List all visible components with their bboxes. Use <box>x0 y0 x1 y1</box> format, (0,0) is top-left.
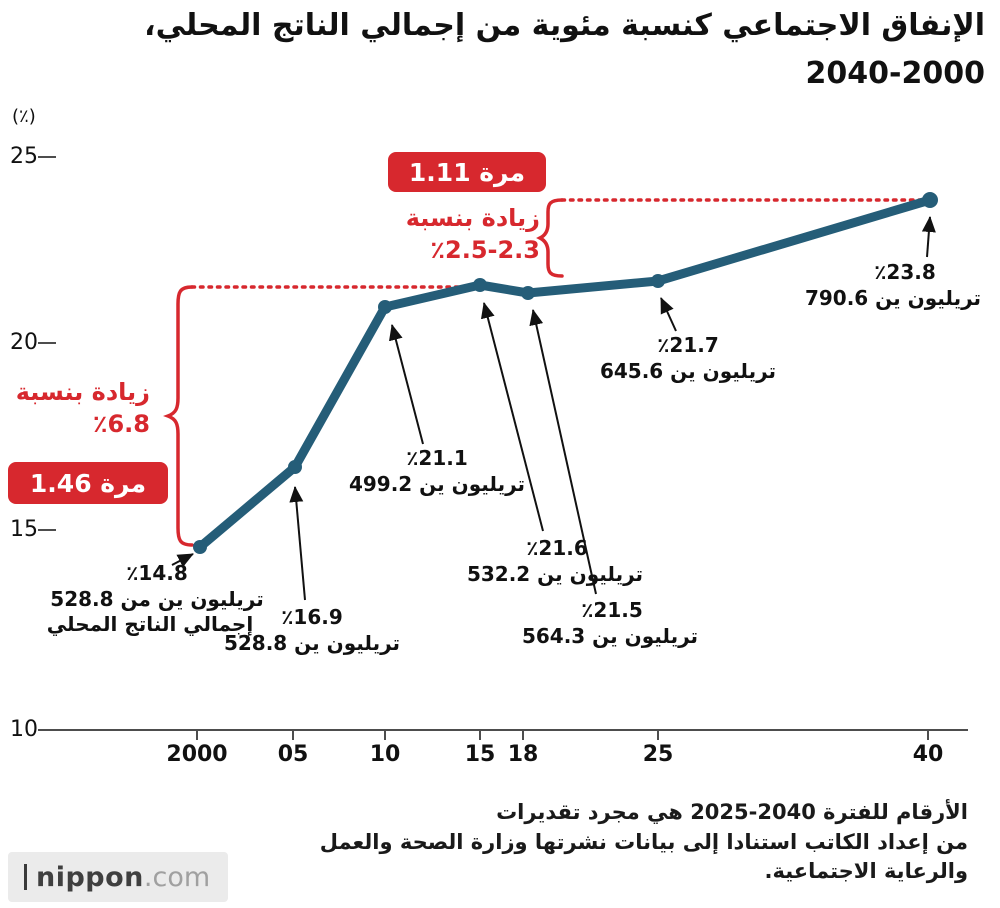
x-tick-40: 40 <box>912 742 944 767</box>
point-pct-2040: ٪23.8 <box>874 260 936 284</box>
right-brace <box>536 198 564 278</box>
nippon-logo-tld: .com <box>143 861 211 893</box>
point-amount-2018: 564.3 تريليون ين <box>521 624 699 648</box>
ratio-badge-1-11: 1.11 مرة <box>388 152 546 192</box>
x-tick-15: 15 <box>464 742 496 767</box>
chart-title-line2: 2040-2000 <box>805 56 985 91</box>
point-amount-2040: 790.6 تريليون ين <box>804 286 982 310</box>
top-annotation-value: ٪2.5-2.3 <box>430 236 540 264</box>
data-point-markers <box>193 192 938 554</box>
ratio-badge-1-46: 1.46 مرة <box>8 462 168 504</box>
footer-note-line2: من إعداد الكاتب استنادا إلى بيانات نشرته… <box>319 830 968 854</box>
y-tick-20: 20 <box>10 330 38 355</box>
data-series-line <box>195 195 935 552</box>
arrow-2000 <box>171 553 194 568</box>
point-amount2-2000: إجمالي الناتج المحلي <box>46 612 254 636</box>
point-amount-2025: 645.6 تريليون ين <box>599 359 777 383</box>
nippon-logo: nippon .com <box>8 852 228 902</box>
x-tick-18: 18 <box>507 742 539 767</box>
arrow-2005 <box>289 486 306 601</box>
point-pct-2015: ٪21.6 <box>526 536 588 560</box>
x-tick-05: 05 <box>277 742 309 767</box>
point-amount-2000: 528.8 تريليون ين من <box>50 587 264 611</box>
y-axis-unit-label: (٪) <box>12 106 36 127</box>
point-amount-2015: 532.2 تريليون ين <box>466 562 644 586</box>
callout-arrows <box>171 216 936 601</box>
left-brace <box>163 285 194 547</box>
x-tick-25: 25 <box>642 742 674 767</box>
y-tick-10: 10 <box>10 717 38 742</box>
footer-note-line3: والرعاية الاجتماعية. <box>764 859 969 883</box>
x-tick-10: 10 <box>369 742 401 767</box>
top-annotation-text: زيادة بنسبة <box>405 204 540 232</box>
y-tick-15: 15 <box>10 517 38 542</box>
nippon-logo-bar <box>24 864 27 890</box>
x-tick-2000: 2000 <box>166 742 228 767</box>
left-annotation-text: زيادة بنسبة <box>15 378 150 406</box>
point-pct-2018: ٪21.5 <box>581 598 643 622</box>
nippon-logo-text: nippon <box>36 861 144 893</box>
footer-note-line1: الأرقام للفترة 2040-2025 هي مجرد تقديرات <box>496 800 968 824</box>
arrow-2040 <box>921 216 936 258</box>
point-amount-2005: 528.8 تريليون ين <box>223 631 401 655</box>
chart-title-line1: الإنفاق الاجتماعي كنسبة مئوية من إجمالي … <box>144 8 985 43</box>
arrow-2010 <box>389 324 424 445</box>
point-pct-2000: ٪14.8 <box>126 561 188 585</box>
point-pct-2005: ٪16.9 <box>281 605 343 629</box>
y-tick-25: 25 <box>10 144 38 169</box>
arrow-2018 <box>529 309 597 595</box>
x-tickmarks <box>196 730 929 740</box>
point-amount-2010: 499.2 تريليون ين <box>348 472 526 496</box>
left-annotation-value: ٪6.8 <box>92 410 150 438</box>
arrow-2025 <box>660 297 677 332</box>
point-pct-2025: ٪21.7 <box>657 333 719 357</box>
arrow-2015 <box>480 302 544 532</box>
point-pct-2010: ٪21.1 <box>406 446 468 470</box>
